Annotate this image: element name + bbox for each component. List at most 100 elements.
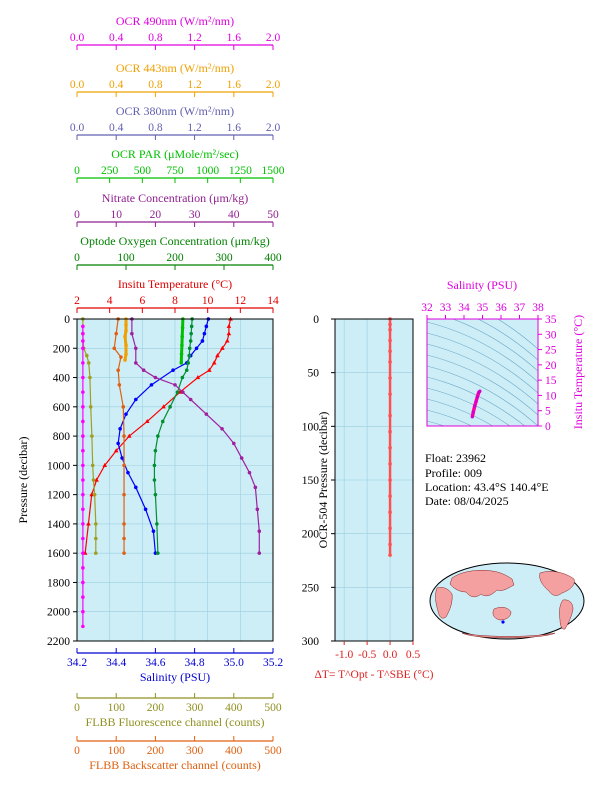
top-axis-tick-label: 8	[172, 295, 178, 307]
series-point-salinity	[134, 397, 138, 402]
series-point-temperature	[86, 521, 91, 526]
delta-t-x-tick-label: 0.0	[383, 649, 398, 661]
series-point-fluor	[94, 522, 98, 526]
delta-t-point	[388, 360, 392, 364]
top-axis-tick-label: 1250	[229, 165, 252, 177]
main-panel-grid	[77, 319, 273, 641]
delta-t-x-tick-label: 0.5	[406, 649, 421, 661]
ts-density-contour	[427, 420, 446, 426]
delta-t-point	[388, 553, 392, 557]
location: Location: 43.4°S 140.4°E	[425, 480, 549, 494]
ts-y-tick-label: 15	[545, 375, 557, 387]
bottom-axis-tick-label: 34.6	[145, 657, 165, 669]
top-axis-label: OCR PAR (μMole/m²/sec)	[111, 147, 239, 161]
series-point-oxygen	[153, 448, 158, 453]
series-point-salinity	[116, 441, 120, 446]
top-axis-tick-label: 750	[166, 165, 184, 177]
top-axis-tick-label: 14	[267, 295, 279, 307]
top-axis-label: Insitu Temperature (°C)	[118, 277, 232, 291]
main-y-tick-label: 400	[53, 373, 71, 385]
delta-t-y-tick-label: 300	[302, 636, 320, 648]
ts-x-tick-label: 38	[532, 302, 544, 314]
map-continents	[435, 570, 575, 639]
series-point-ocr443	[124, 343, 128, 348]
bottom-axis-label: FLBB Fluorescence channel (counts)	[86, 715, 265, 729]
ts-x-tick-label: 33	[440, 302, 452, 314]
delta-t-x-tick-label: -0.5	[358, 649, 376, 661]
series-point-nitrate	[153, 375, 158, 380]
series-point-salinity	[200, 339, 205, 343]
float-location-marker	[501, 620, 505, 624]
ts-y-tick-label: 35	[545, 314, 557, 326]
series-point-ocr490	[81, 566, 85, 570]
ts-density-contour	[427, 409, 473, 426]
ts-x-tick-label: 34	[458, 302, 470, 314]
series-point-fluor	[91, 478, 96, 482]
bottom-axis-tick-label: 400	[225, 702, 243, 714]
series-point-ocr490	[81, 405, 85, 409]
world-map-inset	[429, 562, 585, 640]
main-y-tick-label: 2000	[47, 607, 70, 619]
continent-australia	[492, 607, 512, 621]
series-point-bbp	[121, 405, 126, 409]
series-point-oxygen	[152, 478, 157, 482]
bottom-axis-tick-label: 34.4	[106, 657, 126, 669]
top-axis-tick-label: 20	[150, 209, 162, 221]
float-id: Float: 23962	[425, 451, 486, 465]
series-point-oxygen	[156, 434, 160, 438]
series-point-ocr443	[123, 334, 127, 339]
series-point-fluor	[88, 375, 92, 380]
series-point-temperature	[215, 353, 220, 358]
ts-point	[470, 415, 474, 419]
top-axis-tick-label: 1.6	[227, 32, 242, 44]
series-point-nitrate	[257, 551, 262, 555]
bottom-axis-tick-label: 500	[264, 745, 282, 757]
top-axis-tick-label: 0	[74, 252, 80, 264]
ts-y-tick-label: 0	[545, 421, 551, 433]
bottom-axis-tick-label: 300	[186, 702, 204, 714]
top-axis-tick-label: 0	[74, 165, 80, 177]
bottom-axis-tick-label: 34.2	[67, 657, 87, 669]
series-point-fluor	[94, 551, 98, 555]
delta-t-y-tick-label: 150	[302, 475, 320, 487]
profile-number: Profile: 009	[425, 466, 482, 480]
ts-y-tick-label: 5	[545, 406, 551, 418]
series-point-salinity	[124, 412, 128, 416]
top-axis-ocr-490nm-w-m-nm: 0.0 0.4 0.8 1.2 1.6 2.0 OCR 490nm (W/m²/nm)	[70, 14, 280, 50]
series-point-temperature	[126, 433, 132, 438]
ts-y-tick-label: 25	[545, 345, 557, 357]
series-point-bbp	[117, 383, 122, 387]
ts-y-tick-label: 30	[545, 329, 557, 341]
ts-density-contour	[497, 319, 538, 350]
series-point-par	[179, 361, 184, 365]
series-point-par	[180, 325, 185, 330]
top-axis-tick-label: 1.6	[227, 122, 242, 134]
main-y-tick-label: 200	[53, 343, 71, 355]
series-point-temperature	[226, 331, 232, 336]
delta-t-axes: 0 50 100 150 200 250 300 -1.0 -0.5 0.0 0.5	[302, 314, 421, 661]
main-y-axis-label: Pressure (decibar)	[16, 437, 30, 524]
series-point-oxygen	[189, 331, 193, 336]
series-point-salinity	[194, 346, 199, 351]
series-point-salinity	[204, 324, 209, 329]
main-y-tick-label: 1000	[47, 460, 70, 472]
delta-t-point	[388, 376, 392, 380]
ts-diagram-panel: 32 33 34 35 36 37 38 0 5 10 15 20 25 30 35 Salinity (P…	[421, 278, 585, 433]
series-point-par	[180, 334, 184, 339]
series-point-nitrate	[232, 441, 236, 446]
delta-t-y-axis-label: OCR-504 Pressure (decibar)	[316, 412, 330, 549]
ts-point	[474, 399, 478, 404]
series-point-ocr490	[81, 448, 85, 453]
series-point-ocr490	[81, 375, 85, 380]
series-point-ocr490	[81, 507, 85, 512]
continent-antarctica	[461, 632, 556, 639]
ts-point	[471, 410, 475, 414]
series-point-ocr443	[124, 323, 128, 327]
series-point-ocr490	[81, 419, 85, 424]
series-point-ocr490	[81, 522, 85, 526]
top-axis-tick-label: 300	[215, 252, 233, 264]
series-nitrate	[130, 317, 262, 555]
top-axis-tick-label: 200	[166, 252, 184, 264]
series-point-oxygen	[186, 361, 191, 365]
